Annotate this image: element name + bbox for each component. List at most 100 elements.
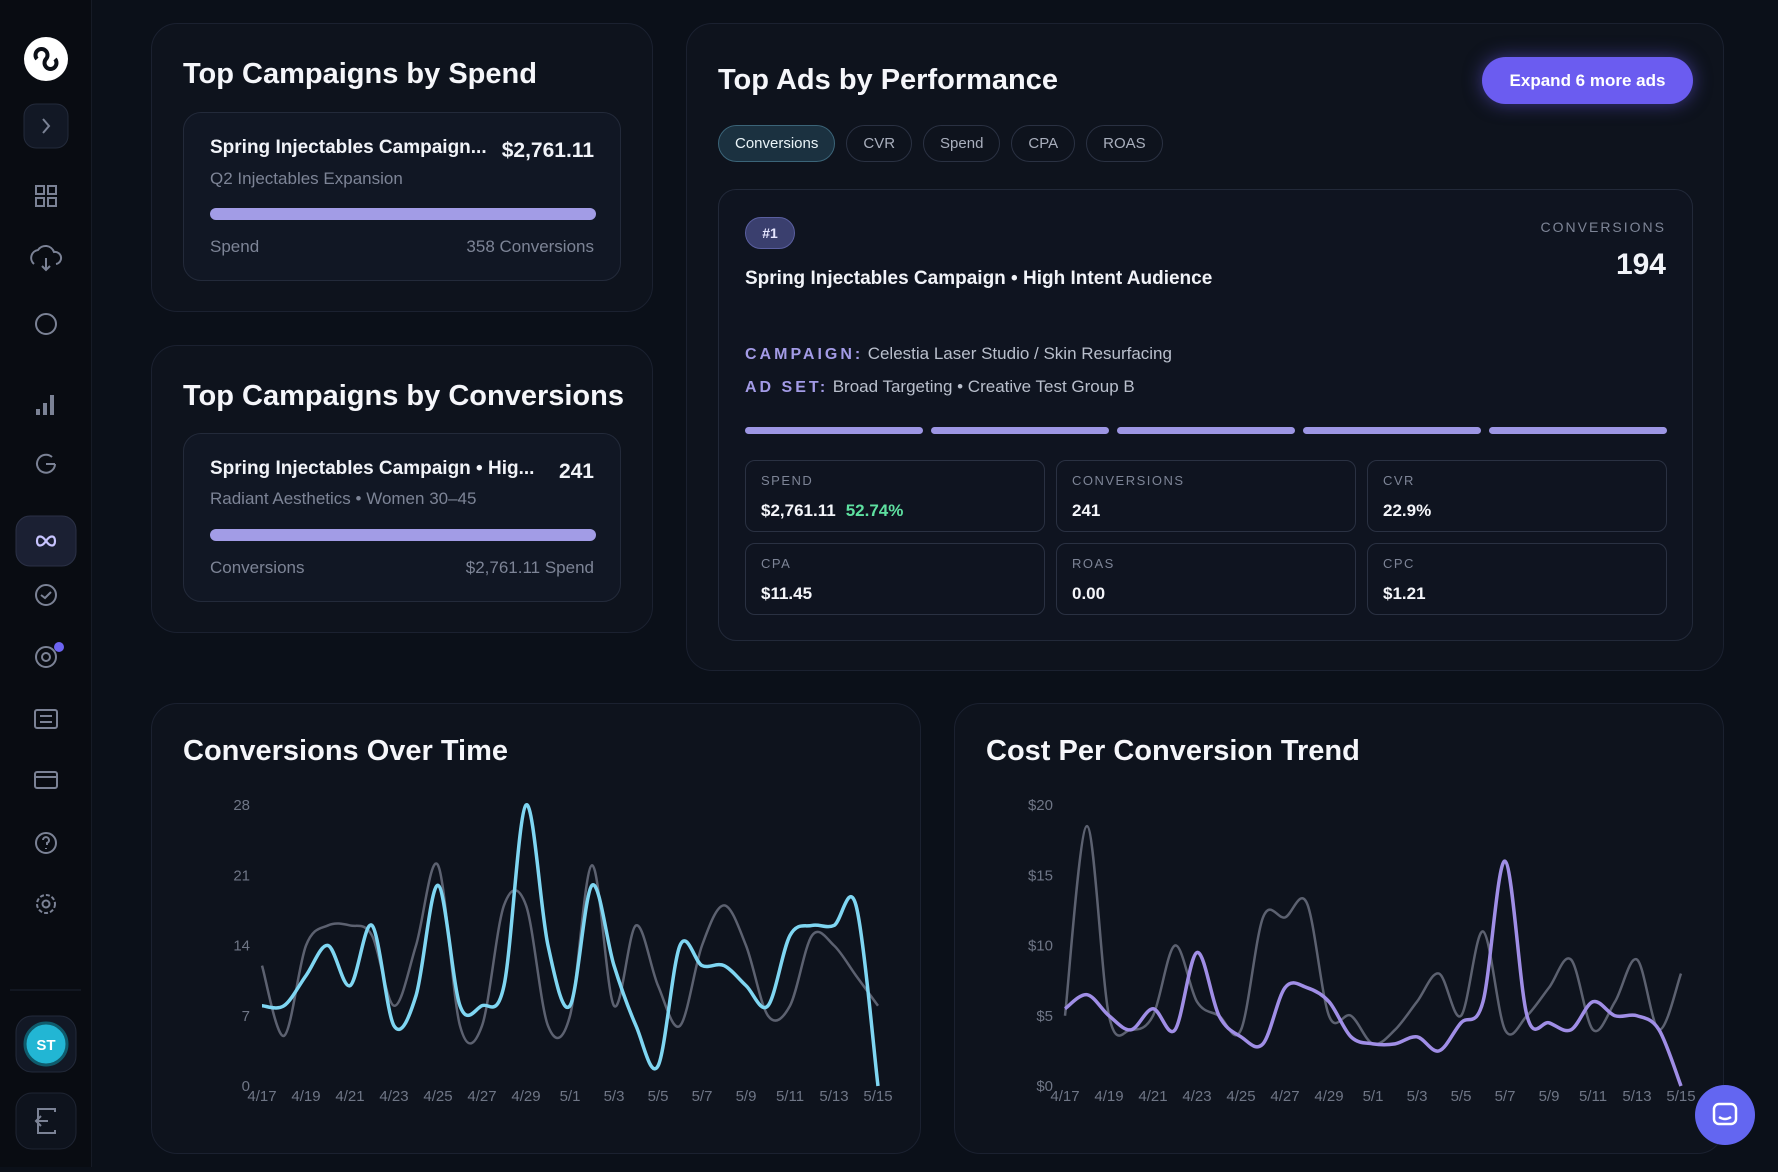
x-tick-label: 5/1 bbox=[1363, 1088, 1384, 1105]
ad-set-label: AD SET: bbox=[745, 379, 829, 396]
stat-value: $1.21 bbox=[1383, 584, 1426, 604]
stat-number: $11.45 bbox=[761, 584, 813, 603]
sidebar-icons: ST bbox=[10, 37, 81, 1150]
x-tick-label: 5/1 bbox=[560, 1088, 581, 1105]
y-tick-label: 28 bbox=[233, 797, 250, 814]
progress-bar bbox=[210, 208, 596, 220]
nav-upload[interactable] bbox=[30, 245, 63, 272]
stat-label: ROAS bbox=[1072, 556, 1115, 571]
y-tick-label: 0 bbox=[242, 1078, 250, 1095]
ad-set-row: AD SET: Broad Targeting • Creative Test … bbox=[745, 377, 1135, 397]
segment bbox=[1303, 427, 1481, 434]
campaign-item[interactable]: Spring Injectables Campaign • Hig... 241… bbox=[183, 433, 621, 602]
stat-value: $11.45 bbox=[761, 584, 812, 604]
chart-title: Cost Per Conversion Trend bbox=[986, 735, 1360, 767]
campaign-item[interactable]: Spring Injectables Campaign... $2,761.11… bbox=[183, 112, 621, 281]
metric-tab[interactable]: ROAS bbox=[1086, 125, 1163, 162]
x-tick-label: 5/15 bbox=[1666, 1088, 1695, 1105]
metric-value: 194 bbox=[1615, 248, 1666, 281]
y-tick-label: $20 bbox=[1028, 797, 1053, 814]
chart-title: Conversions Over Time bbox=[183, 735, 509, 767]
campaign-label: CAMPAIGN: bbox=[745, 346, 864, 363]
rank-badge: #1 bbox=[745, 217, 795, 249]
nav-integrations[interactable] bbox=[35, 313, 57, 335]
stat-number: 241 bbox=[1072, 501, 1101, 520]
chat-button[interactable] bbox=[1695, 1085, 1755, 1145]
stat-label: CVR bbox=[1383, 473, 1415, 488]
nav-dashboard[interactable] bbox=[35, 185, 57, 207]
x-tick-label: 4/25 bbox=[1226, 1088, 1255, 1105]
right-label: 358 Conversions bbox=[466, 237, 594, 256]
stat-box: CPA $11.45 bbox=[745, 543, 1045, 615]
stat-value: 22.9% bbox=[1383, 501, 1431, 521]
campaign-name: Spring Injectables Campaign... bbox=[210, 137, 487, 158]
x-tick-label: 4/21 bbox=[1138, 1088, 1167, 1105]
nav-list[interactable] bbox=[34, 709, 58, 729]
x-tick-label: 5/3 bbox=[604, 1088, 625, 1105]
y-tick-label: $10 bbox=[1028, 938, 1053, 955]
stat-label: SPEND bbox=[761, 473, 814, 488]
metric-tab[interactable]: CVR bbox=[846, 125, 913, 162]
x-tick-label: 5/5 bbox=[648, 1088, 669, 1105]
y-tick-label: $5 bbox=[1036, 1008, 1053, 1025]
card-title: Top Ads by Performance bbox=[718, 64, 1059, 96]
x-tick-label: 4/25 bbox=[423, 1088, 452, 1105]
campaign-name: Spring Injectables Campaign • Hig... bbox=[210, 458, 535, 479]
ad-name: Spring Injectables Campaign • High Inten… bbox=[745, 268, 1213, 289]
right-label: $2,761.11 Spend bbox=[465, 558, 594, 577]
metric-tab[interactable]: Conversions bbox=[718, 125, 836, 162]
avatar[interactable] bbox=[23, 1021, 69, 1067]
y-tick-label: 21 bbox=[233, 867, 250, 884]
left-label: Conversions bbox=[210, 558, 305, 577]
sidebar: ST bbox=[0, 0, 92, 1167]
stat-label: CPC bbox=[1383, 556, 1415, 571]
stat-box: CONVERSIONS 241 bbox=[1056, 460, 1356, 532]
campaign-value: Celestia Laser Studio / Skin Resurfacing bbox=[867, 344, 1172, 363]
y-tick-label: 7 bbox=[242, 1008, 250, 1025]
chevron bbox=[42, 118, 51, 134]
conversions-card: Top Campaigns by Conversions Spring Inje… bbox=[151, 345, 653, 633]
stat-number: 0.00 bbox=[1072, 584, 1106, 603]
chart-card: Conversions Over Time 0 7 14 21 28 4/17 4/19 4/2… bbox=[151, 703, 921, 1154]
card-title: Top Campaigns by Conversions bbox=[183, 380, 624, 412]
line-series bbox=[1063, 859, 1683, 1087]
nav-help[interactable] bbox=[35, 832, 57, 854]
x-tick-label: 5/11 bbox=[1579, 1088, 1607, 1105]
card-title: Top Campaigns by Spend bbox=[183, 58, 537, 90]
metric-tab[interactable]: Spend bbox=[923, 125, 1001, 162]
x-tick-label: 4/19 bbox=[291, 1088, 320, 1105]
nav-analytics[interactable] bbox=[36, 395, 54, 415]
campaign-subtitle: Q2 Injectables Expansion bbox=[210, 169, 403, 188]
campaign-value: $2,761.11 bbox=[501, 139, 594, 162]
stat-label: CONVERSIONS bbox=[1072, 473, 1185, 488]
ad-panel: #1 Spring Injectables Campaign • High In… bbox=[718, 189, 1693, 641]
x-tick-label: 5/3 bbox=[1407, 1088, 1428, 1105]
expand-button[interactable]: Expand 6 more ads bbox=[1482, 57, 1693, 104]
meta-icon bbox=[35, 535, 57, 547]
top-ads-card: Top Ads by Performance Expand 6 more ads… bbox=[686, 23, 1724, 671]
stat-value: 0.00 bbox=[1072, 584, 1105, 604]
line-series bbox=[261, 803, 880, 1087]
campaign-value: 241 bbox=[558, 460, 594, 483]
stat-box: ROAS 0.00 bbox=[1056, 543, 1356, 615]
segment bbox=[1489, 427, 1667, 434]
x-tick-label: 5/9 bbox=[1539, 1088, 1560, 1105]
spend-card: Top Campaigns by Spend Spring Injectable… bbox=[151, 23, 653, 312]
logout-icon bbox=[34, 1108, 56, 1134]
segment bbox=[931, 427, 1109, 434]
x-tick-label: 5/15 bbox=[863, 1088, 892, 1105]
x-tick-label: 4/19 bbox=[1094, 1088, 1123, 1105]
nav-google[interactable] bbox=[36, 453, 56, 474]
x-tick-label: 4/27 bbox=[1270, 1088, 1299, 1105]
nav-reports[interactable] bbox=[35, 584, 57, 606]
nav-goals[interactable] bbox=[35, 642, 64, 668]
y-tick-label: $15 bbox=[1028, 867, 1053, 884]
metric-tab[interactable]: CPA bbox=[1011, 125, 1076, 162]
campaign-subtitle: Radiant Aesthetics • Women 30–45 bbox=[210, 489, 477, 508]
nav-settings[interactable] bbox=[36, 894, 56, 914]
stat-change: 52.74% bbox=[845, 501, 904, 520]
toggle-button[interactable] bbox=[23, 103, 69, 149]
nav-billing[interactable] bbox=[34, 771, 58, 789]
x-tick-label: 4/17 bbox=[247, 1088, 276, 1105]
